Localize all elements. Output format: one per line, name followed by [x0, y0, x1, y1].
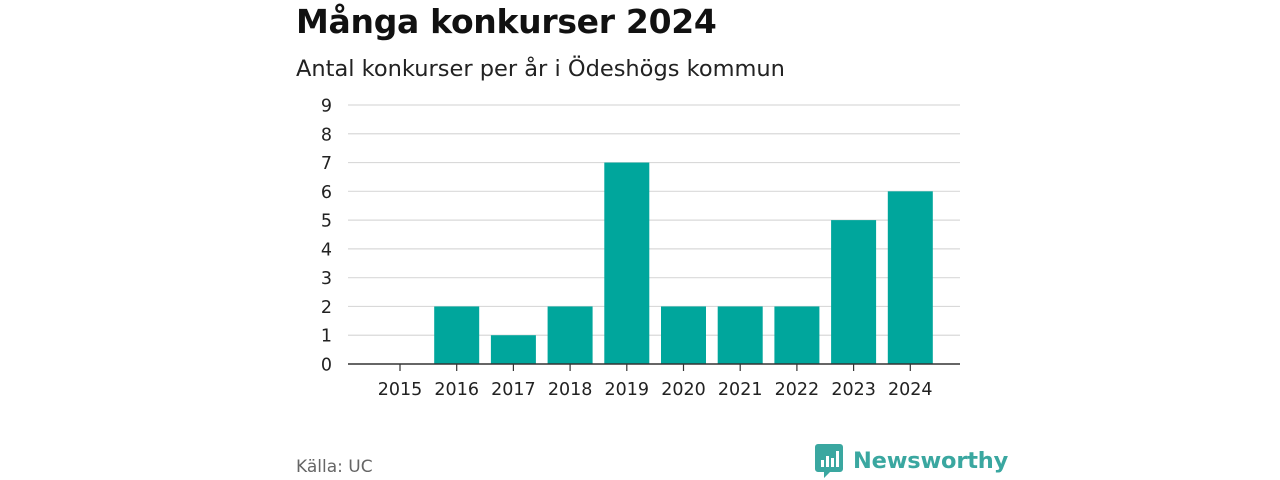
- x-tick-label: 2019: [605, 380, 650, 400]
- y-tick-label: 3: [321, 269, 332, 289]
- y-tick-label: 6: [321, 183, 332, 203]
- newsworthy-logo-icon: [815, 444, 843, 478]
- brand-name: Newsworthy: [853, 448, 1009, 474]
- x-tick-label: 2016: [434, 380, 479, 400]
- chart-title: Många konkurser 2024: [296, 2, 717, 41]
- y-tick-label: 7: [321, 154, 332, 174]
- x-tick-label: 2024: [888, 380, 933, 400]
- bar: [831, 220, 877, 364]
- chart-subtitle: Antal konkurser per år i Ödeshögs kommun: [296, 56, 785, 82]
- y-tick-label: 4: [321, 240, 332, 260]
- source-note: Källa: UC: [296, 457, 373, 477]
- y-tick-label: 1: [321, 327, 332, 347]
- x-tick-label: 2017: [491, 380, 536, 400]
- x-tick-label: 2022: [775, 380, 820, 400]
- bar: [490, 335, 536, 364]
- bar: [604, 162, 650, 364]
- bar: [434, 306, 480, 364]
- bar: [774, 306, 820, 364]
- bar: [887, 191, 933, 364]
- bar: [717, 306, 763, 364]
- x-tick-label: 2015: [378, 380, 423, 400]
- brand-logo: Newsworthy: [815, 444, 1008, 478]
- y-tick-label: 5: [321, 212, 332, 232]
- bar: [661, 306, 706, 364]
- y-tick-label: 2: [321, 298, 332, 318]
- y-tick-label: 9: [321, 97, 332, 117]
- x-tick-label: 2021: [718, 380, 763, 400]
- x-tick-label: 2018: [548, 380, 593, 400]
- x-tick-label: 2020: [661, 380, 706, 400]
- y-tick-label: 8: [321, 125, 332, 145]
- x-tick-label: 2023: [831, 380, 876, 400]
- bar: [547, 306, 593, 364]
- y-tick-label: 0: [321, 356, 332, 376]
